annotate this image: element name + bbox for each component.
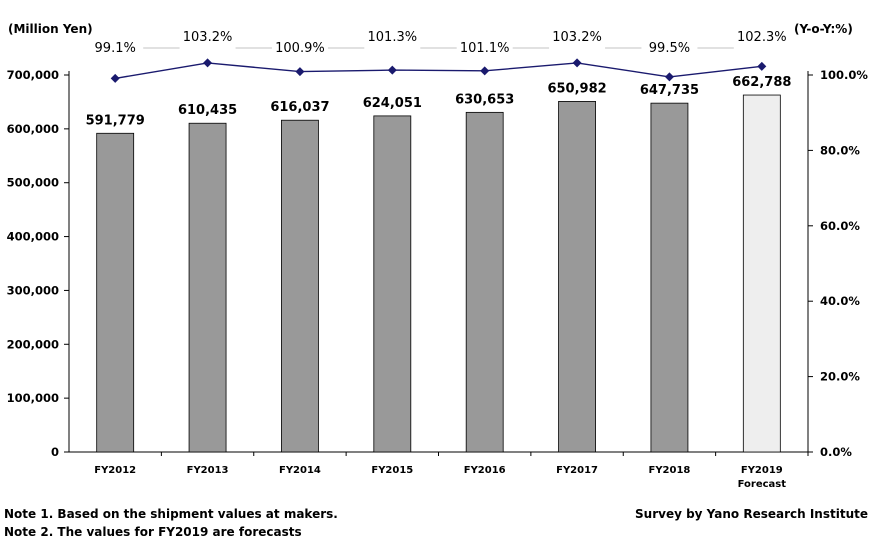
right-axis-unit-label: (Y-o-Y:%) [794,22,853,36]
category-sublabel: Forecast [738,479,787,490]
category-label: FY2015 [371,465,413,476]
bar-fy2019 [742,94,781,453]
left-tick-label: 500,000 [7,176,59,190]
yoy-marker [757,61,767,71]
bar-fy2015 [373,115,412,453]
bar-fy2016 [465,111,504,453]
yoy-value-label: 99.1% [95,41,136,56]
yoy-value-label: 103.2% [552,30,602,45]
yoy-marker [203,58,213,68]
yoy-value-label: 99.5% [649,41,690,56]
right-tick-label: 60.0% [820,219,860,233]
left-tick-label: 200,000 [7,337,59,351]
left-tick-label: 100,000 [7,391,59,405]
bar-fy2013 [188,122,227,453]
bars [96,94,781,453]
bar-value-label: 616,037 [270,100,329,115]
yoy-value-label: 101.1% [460,41,510,56]
axes [68,71,809,453]
bar-fy2014 [281,119,319,453]
left-tick-label: 0 [51,445,59,459]
bar-value-label: 630,653 [455,92,514,107]
right-tick-label: 40.0% [820,294,860,308]
category-label: FY2018 [648,465,690,476]
right-y-ticks: 0.0% 20.0% 40.0% 60.0% 80.0% 100.0% [808,68,868,459]
right-tick-label: 0.0% [820,445,852,459]
yoy-series: 99.1% 103.2% 100.9% 101.3% 101.1% 103.2% 99.5%… [95,30,787,83]
bar-value-labels: 591,779 610,435 616,037 624,051 630,653 650,9… [86,75,792,128]
left-tick-label: 700,000 [7,68,59,82]
bar-value-label: 647,735 [640,83,699,98]
yoy-marker [295,67,305,77]
category-label: FY2012 [94,465,136,476]
category-label: FY2019 [741,465,783,476]
yoy-value-label: 102.3% [737,30,787,45]
left-tick-label: 400,000 [7,230,59,244]
category-label: FY2014 [279,465,321,476]
bar-value-label: 662,788 [732,75,791,90]
bar-fy2012 [96,132,135,453]
bar-fy2017 [558,100,596,453]
left-axis-unit-label: (Million Yen) [8,22,93,36]
yoy-line [115,62,762,80]
right-tick-label: 20.0% [820,370,860,384]
left-tick-label: 600,000 [7,122,59,136]
yoy-marker [480,66,490,76]
bar-fy2018 [650,102,689,453]
bar-value-label: 624,051 [363,96,422,111]
category-label: FY2017 [556,465,598,476]
yoy-marker [110,73,120,83]
yoy-marker [572,58,582,68]
yoy-value-label: 101.3% [368,30,418,45]
source-credit: Survey by Yano Research Institute [635,507,868,521]
left-y-ticks: 0 100,000 200,000 300,000 400,000 500,000 600,… [7,68,69,459]
bar-value-label: 591,779 [86,113,145,128]
note-2: Note 2. The values for FY2019 are foreca… [4,525,302,539]
bar-value-label: 650,982 [547,81,606,96]
yoy-marker [664,72,674,82]
right-tick-label: 100.0% [820,68,868,82]
yoy-value-label: 103.2% [183,30,233,45]
note-1: Note 1. Based on the shipment values at … [4,507,338,521]
yoy-value-label: 100.9% [275,41,325,56]
bar-value-label: 610,435 [178,103,237,118]
yoy-marker [387,65,397,75]
category-label: FY2016 [464,465,506,476]
category-labels: FY2012 FY2013 FY2014 FY2015 FY2016 FY2017 FY20… [94,452,809,490]
category-label: FY2013 [187,465,229,476]
left-tick-label: 300,000 [7,283,59,297]
right-tick-label: 80.0% [820,143,860,157]
